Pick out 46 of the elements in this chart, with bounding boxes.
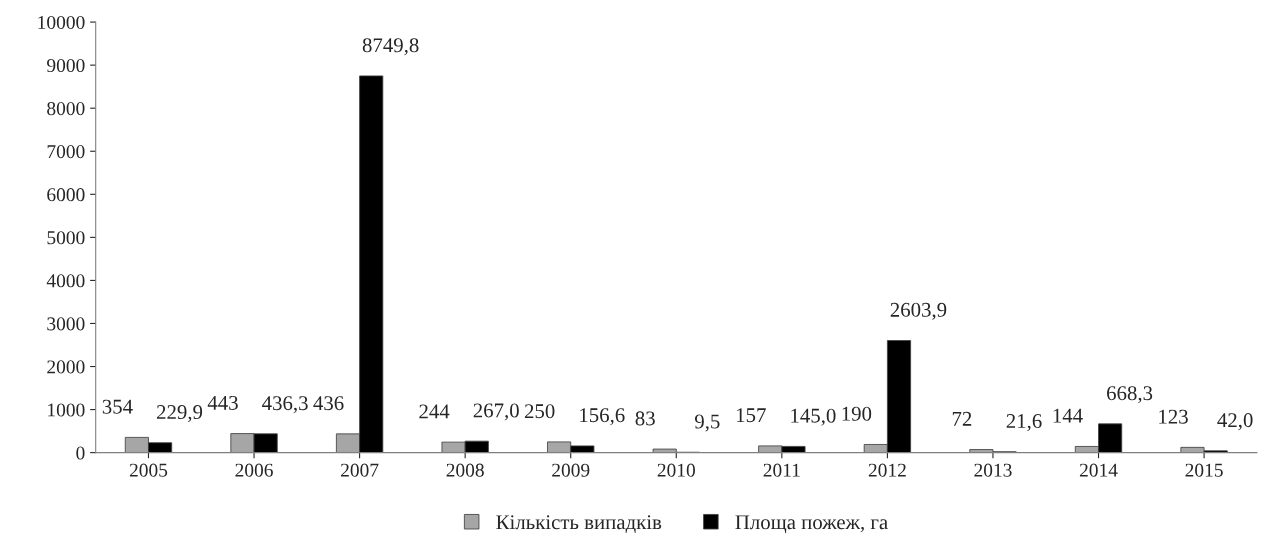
data-label: 156,6 [580,408,625,426]
x-tick-label: 2011 [763,463,800,477]
data-label: 668,3 [1107,386,1153,404]
x-tick-label: 2010 [657,463,695,477]
y-tick-label: 9000 [47,58,85,73]
y-tick-label: 6000 [47,188,85,202]
data-label: 267,0 [473,403,519,421]
data-label: 9,5 [694,414,720,432]
data-label: 190 [842,406,872,421]
x-tick-label: 2005 [129,463,168,477]
data-label: 21,6 [1006,414,1042,432]
y-tick-label: 10000 [38,15,85,30]
x-tick-label: 2014 [1079,463,1118,477]
data-label: 436,3 [262,396,308,414]
data-label: 436 [313,396,344,411]
legend-label: Площа пожеж, га [735,515,888,534]
y-tick-label: 1000 [48,403,85,417]
data-label: 2603,9 [890,302,947,320]
legend-label: Кількість випадків [496,515,662,534]
x-tick-label: 2015 [1185,463,1223,477]
data-label: 144 [1053,408,1083,423]
y-tick-label: 0 [76,446,85,460]
data-label: 83 [635,411,655,426]
x-tick-label: 2012 [868,463,906,477]
y-tick-label: 8000 [47,102,85,116]
data-label: 443 [207,395,238,410]
data-label: 145,0 [791,408,836,426]
data-label: 42,0 [1217,413,1253,431]
x-tick-label: 2008 [446,463,484,477]
x-tick-label: 2007 [341,463,379,477]
data-label: 354 [102,399,133,414]
x-tick-label: 2006 [235,463,273,477]
x-tick-label: 2009 [552,463,590,477]
data-label: 123 [1159,409,1188,424]
data-label: 250 [524,404,555,419]
y-tick-label: 3000 [47,317,85,331]
data-label: 157 [736,408,766,423]
data-label: 72 [952,411,972,426]
y-tick-label: 4000 [46,274,85,288]
data-label: 244 [419,404,450,419]
y-tick-label: 7000 [47,145,85,159]
data-label: 229,9 [157,405,203,423]
x-tick-label: 2013 [974,463,1012,477]
y-tick-label: 5000 [47,231,85,245]
y-tick-label: 2000 [47,360,85,374]
data-label: 8749,8 [362,38,419,56]
